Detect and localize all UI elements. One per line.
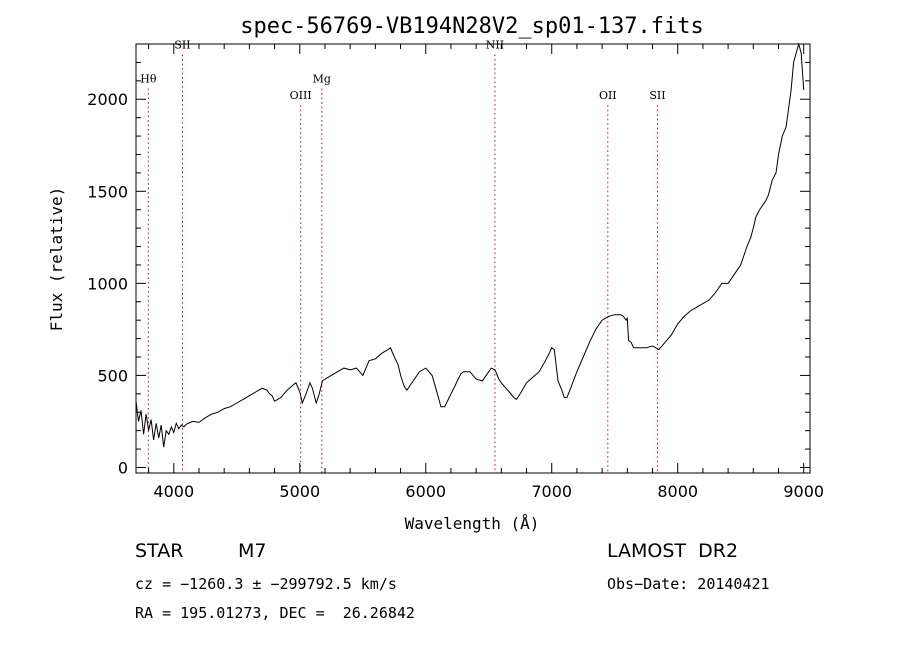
x-tick-label: 6000 <box>405 482 446 501</box>
line-label: SII <box>649 89 665 102</box>
line-label: Hθ <box>140 73 157 86</box>
y-tick-label: 1000 <box>87 274 128 293</box>
x-tick-label: 8000 <box>657 482 698 501</box>
line-label: SII <box>174 39 190 52</box>
y-tick-label: 0 <box>118 458 128 477</box>
plot-frame <box>135 43 811 474</box>
x-tick-label: 7000 <box>531 482 572 501</box>
chart-title: spec-56769-VB194N28V2_sp01-137.fits <box>240 14 704 39</box>
spectrum-line <box>135 42 805 448</box>
y-tick-label: 1500 <box>87 182 128 201</box>
line-label: OII <box>599 89 617 102</box>
obs-date: Obs−Date: 20140421 <box>607 575 770 593</box>
line-label: Mg <box>313 73 331 86</box>
line-label: NII <box>486 39 504 52</box>
y-tick-label: 2000 <box>87 90 128 109</box>
axes: 4000 5000 6000 7000 8000 9000 0 500 1000 1500 2000 <box>87 43 824 501</box>
spectrum-chart: spec-56769-VB194N28V2_sp01-137.fits Hθ SI… <box>47 14 824 533</box>
survey-name: LAMOST DR2 <box>607 540 739 562</box>
x-axis-label: Wavelength (Å) <box>405 514 540 533</box>
redshift-info: cz = −1260.3 ± −299792.5 km/s <box>135 575 397 593</box>
line-label: OIII <box>290 89 312 102</box>
y-tick-label: 500 <box>97 366 128 385</box>
x-tick-label: 9000 <box>783 482 824 501</box>
x-tick-label: 5000 <box>279 482 320 501</box>
object-class: STAR <box>135 540 184 562</box>
x-tick-label: 4000 <box>153 482 194 501</box>
y-axis-label: Flux (relative) <box>47 187 66 332</box>
ra-dec: RA = 195.01273, DEC = 26.26842 <box>135 604 415 622</box>
object-subclass: M7 <box>238 540 267 562</box>
